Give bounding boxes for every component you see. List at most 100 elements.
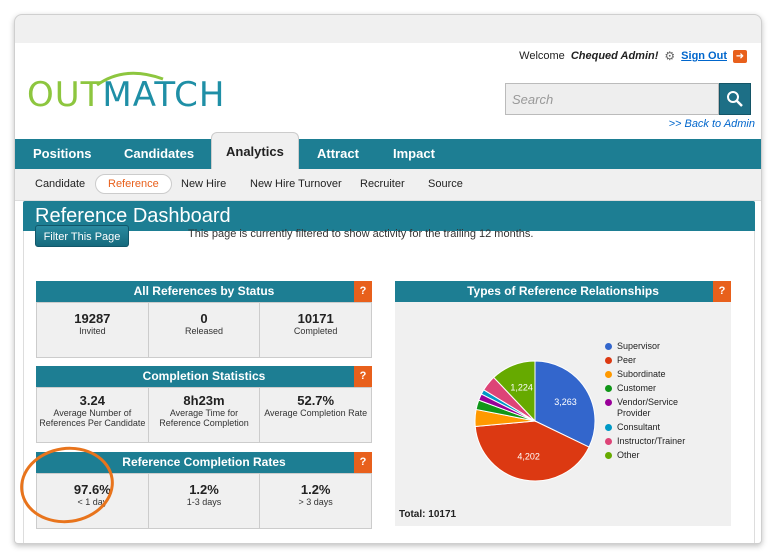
stat-under-1-day: 97.6% < 1 day	[37, 474, 149, 528]
legend-item[interactable]: Consultant	[605, 422, 712, 433]
stat-completed: 10171 Completed	[260, 303, 371, 357]
legend-dot-icon	[605, 438, 612, 445]
subtab-new-hire-turnover[interactable]: New Hire Turnover	[250, 178, 342, 190]
stat-label: Average Completion Rate	[264, 408, 368, 418]
status-panel-title: All References by Status	[133, 284, 275, 298]
stat-over-3-days: 1.2% > 3 days	[260, 474, 371, 528]
status-stats: 19287 Invited 0 Released 10171 Completed	[36, 302, 372, 358]
page-title: Reference Dashboard	[23, 201, 755, 231]
legend-dot-icon	[605, 371, 612, 378]
main-nav: Positions Candidates Analytics Attract I…	[15, 132, 761, 169]
legend-item[interactable]: Other	[605, 450, 712, 461]
logo-swoosh-icon	[96, 71, 164, 87]
stat-label: Completed	[293, 326, 338, 336]
pie-chart: 3,263 4,202 1,224	[474, 360, 596, 482]
legend-label: Vendor/Service Provider	[617, 397, 679, 418]
rates-panel-header: Reference Completion Rates ?	[36, 452, 372, 473]
legend-label: Instructor/Trainer	[617, 436, 686, 446]
rates-help-icon[interactable]: ?	[354, 452, 372, 473]
legend-label: Peer	[617, 355, 637, 365]
logo-out: OUT	[27, 75, 103, 115]
completion-help-icon[interactable]: ?	[354, 366, 372, 387]
relationships-panel-header: Types of Reference Relationships ?	[395, 281, 731, 302]
legend-item[interactable]: Supervisor	[605, 341, 712, 352]
pie-data-label: 1,224	[510, 383, 533, 393]
subtab-new-hire[interactable]: New Hire	[181, 178, 227, 190]
legend-dot-icon	[605, 343, 612, 350]
gear-icon[interactable]: ⚙	[664, 49, 676, 63]
sign-out-link[interactable]: Sign Out	[681, 50, 727, 62]
subtab-recruiter[interactable]: Recruiter	[360, 178, 405, 190]
legend-label: Other	[617, 450, 640, 460]
pie-slice-peer[interactable]	[474, 420, 590, 482]
stat-value: 8h23m	[183, 393, 225, 408]
rates-panel-title: Reference Completion Rates	[122, 455, 286, 469]
stat-value: 1.2%	[300, 482, 331, 497]
stat-value: 52.7%	[297, 393, 335, 408]
pie-slice-other[interactable]	[493, 360, 536, 423]
tab-candidates[interactable]: Candidates	[124, 146, 195, 161]
welcome-prefix: Welcome	[519, 50, 565, 62]
stat-label: Average Number of References Per Candida…	[39, 408, 146, 428]
stat-avg-references: 3.24 Average Number of References Per Can…	[37, 388, 149, 442]
total-label: Total: 10171	[399, 509, 457, 520]
tab-attract[interactable]: Attract	[317, 146, 359, 161]
search-icon	[727, 91, 743, 107]
pie-data-label: 3,263	[554, 397, 577, 407]
pie-data-label: 4,202	[517, 451, 540, 461]
status-panel-header: All References by Status ?	[36, 281, 372, 302]
subtab-source[interactable]: Source	[428, 178, 463, 190]
status-help-icon[interactable]: ?	[354, 281, 372, 302]
legend-dot-icon	[605, 399, 612, 406]
stat-avg-time: 8h23m Average Time for Reference Completi…	[149, 388, 261, 442]
stat-label: Invited	[79, 326, 106, 336]
tab-analytics[interactable]: Analytics	[211, 132, 299, 169]
exit-icon[interactable]: ➜	[733, 49, 747, 63]
legend-label: Subordinate	[617, 369, 666, 379]
legend-item[interactable]: Customer	[605, 383, 712, 394]
stat-value: 0	[200, 311, 208, 326]
relationships-help-icon[interactable]: ?	[713, 281, 731, 302]
stat-label: > 3 days	[298, 497, 333, 507]
stat-value: 3.24	[79, 393, 105, 408]
legend-item[interactable]: Instructor/Trainer	[605, 436, 712, 447]
completion-panel: Completion Statistics ? 3.24 Average Numb…	[36, 366, 372, 443]
stat-released: 0 Released	[149, 303, 261, 357]
rates-stats: 97.6% < 1 day 1.2% 1-3 days 1.2% > 3 days	[36, 473, 372, 529]
subtab-reference[interactable]: Reference	[95, 174, 172, 194]
user-name: Chequed Admin!	[570, 50, 659, 62]
legend-item[interactable]: Peer	[605, 355, 712, 366]
legend-dot-icon	[605, 357, 612, 364]
stat-value: 97.6%	[73, 482, 111, 497]
filter-page-button[interactable]: Filter This Page	[35, 225, 129, 247]
tab-impact[interactable]: Impact	[393, 146, 435, 161]
legend-label: Supervisor	[617, 341, 661, 351]
stat-value: 10171	[297, 311, 334, 326]
stat-value: 1.2%	[189, 482, 219, 497]
relationships-panel: Types of Reference Relationships ? 3,263…	[395, 281, 731, 526]
stat-label: 1-3 days	[186, 497, 222, 507]
completion-panel-title: Completion Statistics	[142, 369, 266, 383]
legend-item[interactable]: Vendor/Service Provider	[605, 397, 712, 419]
chart-legend: Supervisor Peer Subordinate Customer Vendor/…	[605, 341, 712, 464]
legend-item[interactable]: Subordinate	[605, 369, 712, 380]
rates-panel: Reference Completion Rates ? 97.6% < 1 da…	[36, 452, 372, 529]
tab-positions[interactable]: Positions	[33, 146, 92, 161]
pie-slice-supervisor[interactable]	[534, 360, 596, 448]
completion-panel-header: Completion Statistics ?	[36, 366, 372, 387]
subtab-candidate[interactable]: Candidate	[35, 178, 86, 190]
outmatch-logo: OUTMATCH	[27, 75, 225, 115]
sub-nav: Candidate Reference New Hire New Hire Tu…	[15, 169, 761, 201]
stat-value: 19287	[74, 311, 111, 326]
stat-label: < 1 day	[77, 497, 108, 507]
stat-invited: 19287 Invited	[37, 303, 149, 357]
status-panel: All References by Status ? 19287 Invited …	[36, 281, 372, 358]
legend-dot-icon	[605, 385, 612, 392]
stat-label: Released	[184, 326, 224, 336]
back-to-admin-link[interactable]: >> Back to Admin	[668, 118, 755, 130]
search-input[interactable]: Search	[505, 83, 719, 115]
filter-note: This page is currently filtered to show …	[188, 228, 534, 240]
stat-1-3-days: 1.2% 1-3 days	[149, 474, 261, 528]
stat-avg-rate: 52.7% Average Completion Rate	[260, 388, 371, 442]
search-button[interactable]	[719, 83, 751, 115]
